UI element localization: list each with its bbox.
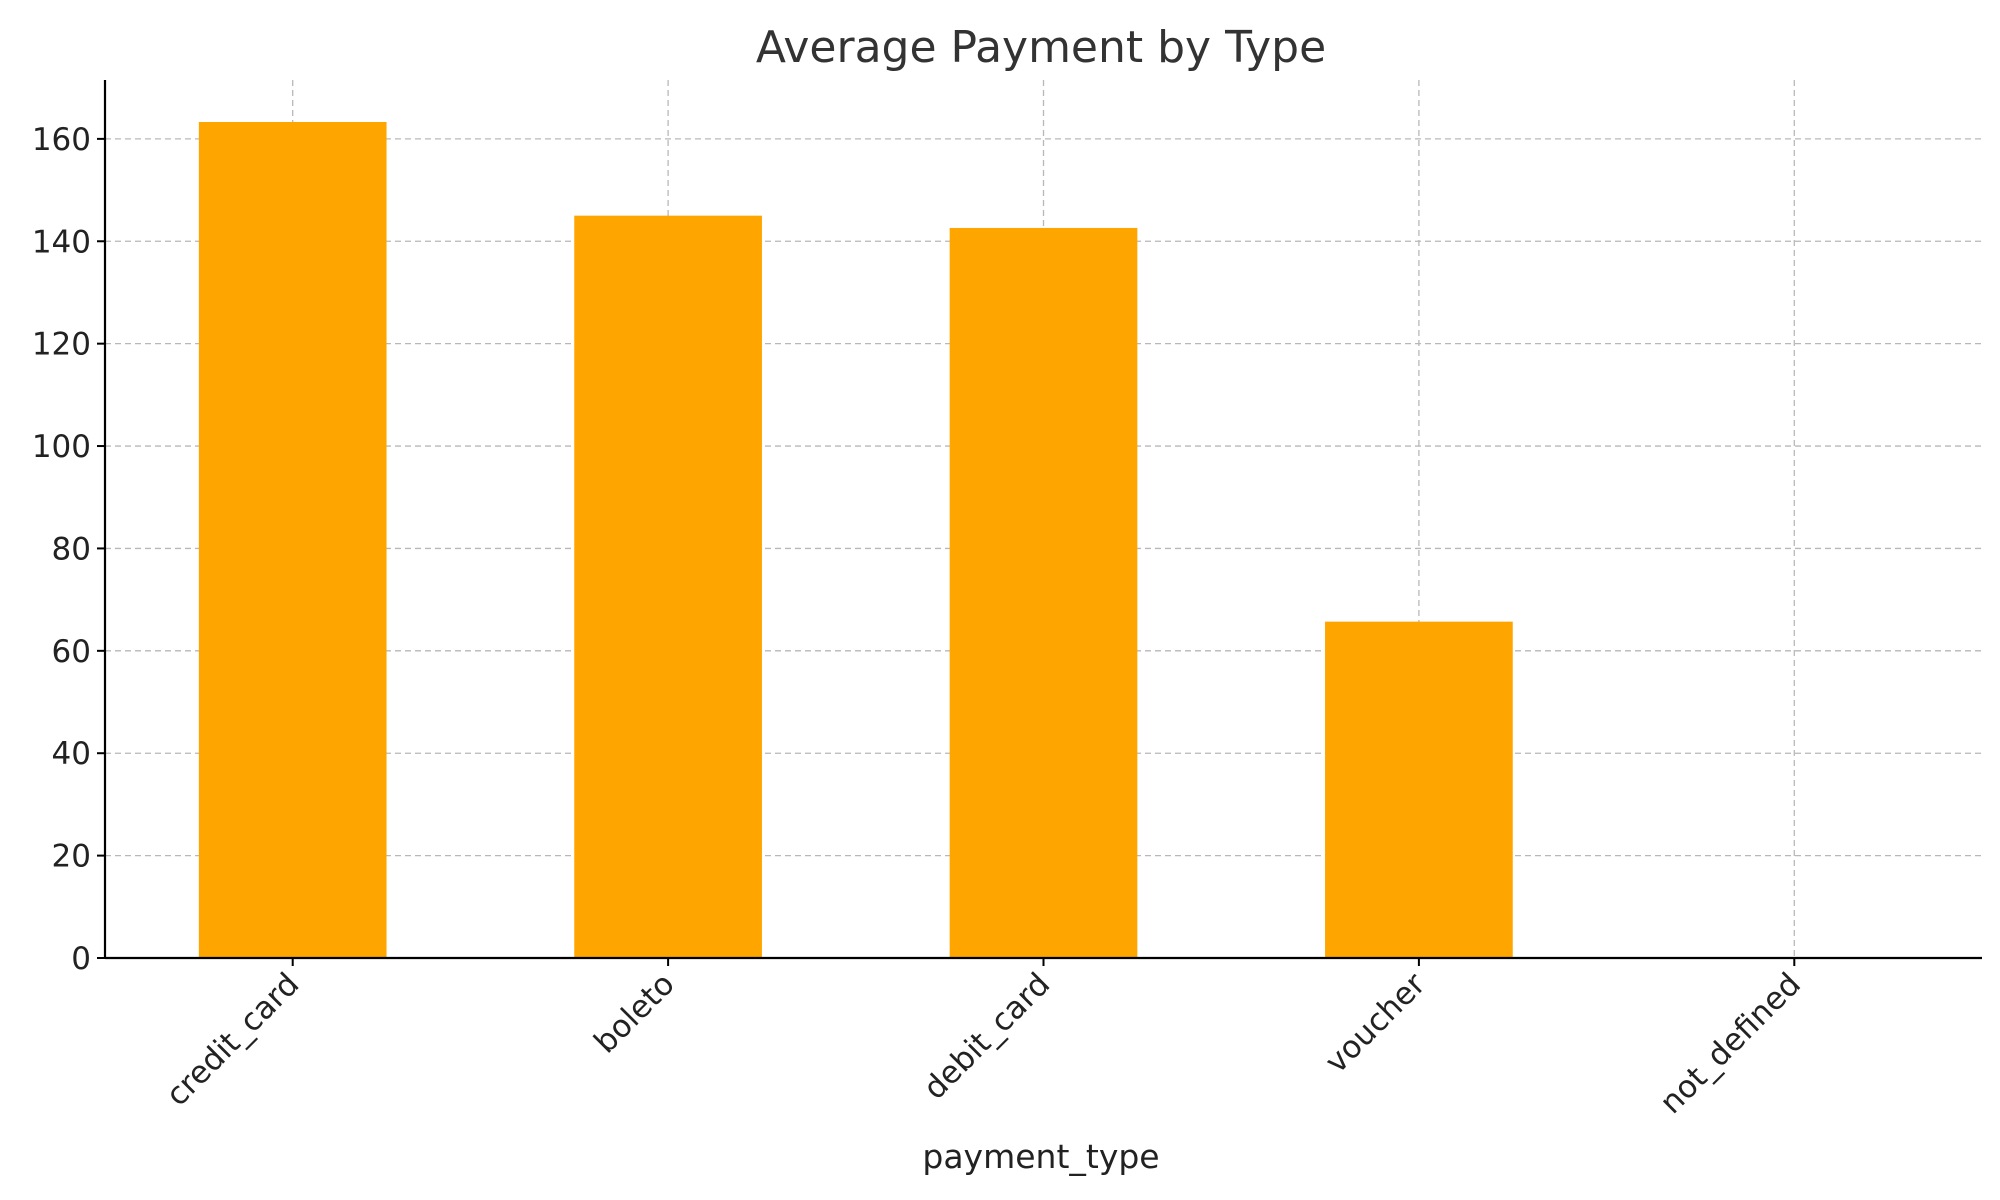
y-tick-label: 160 [32,122,91,158]
x-tick-label: credit_card [159,966,306,1113]
y-tick-labels: 0 20 40 60 80 100 120 140 160 [32,122,91,977]
y-tick-label: 80 [52,531,91,567]
y-tick-label: 40 [52,736,91,772]
chart-title: Average Payment by Type [756,22,1326,73]
bar-credit-card [198,121,387,959]
y-tick-label: 100 [32,429,91,465]
bar-debit-card [949,227,1138,958]
y-tick-label: 140 [32,224,91,260]
y-tick-label: 120 [32,327,91,363]
x-tick-label: boleto [587,966,681,1060]
bar-voucher [1325,621,1513,958]
x-tick-label: debit_card [917,966,1057,1106]
x-tick-label: voucher [1318,966,1432,1080]
bar-layer [198,121,1513,959]
y-tick-label: 20 [52,839,91,875]
x-tick-labels: credit_card boleto debit_card voucher not_de… [159,966,1808,1121]
axis-layer [97,80,1982,966]
bar-boleto [574,215,762,959]
x-tick-label: not_defined [1653,966,1808,1121]
x-axis-title: payment_type [922,1137,1159,1176]
y-tick-label: 60 [52,634,91,670]
y-tick-label: 0 [71,941,91,977]
